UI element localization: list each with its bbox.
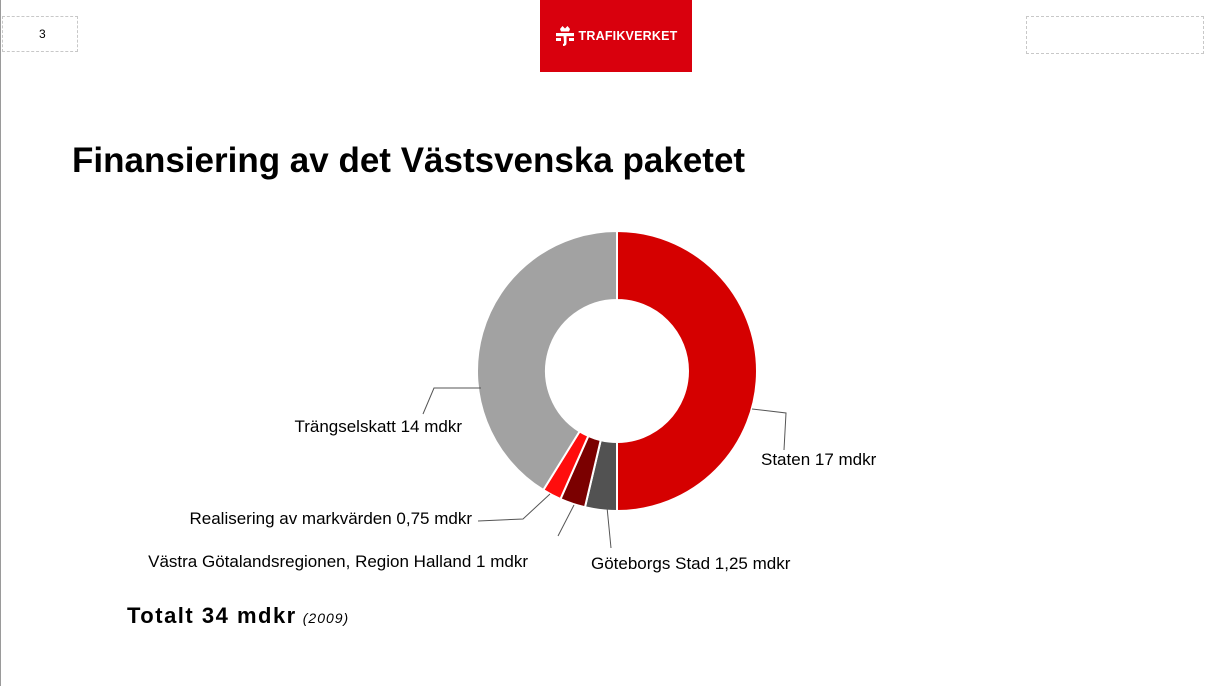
leader-line-1 [606, 506, 612, 549]
slice-label-0: Staten 17 mdkr [761, 450, 877, 469]
page-number: 3 [39, 27, 46, 41]
crown-icon [555, 26, 574, 46]
slice-label-4: Trängselskatt 14 mdkr [294, 417, 462, 436]
header-placeholder-box [1026, 16, 1204, 54]
leader-line-2 [557, 504, 575, 537]
logo-text: TRAFIKVERKET [578, 29, 678, 43]
leader-line-0 [751, 408, 787, 451]
slice-label-3: Realisering av markvärden 0,75 mdkr [189, 509, 472, 528]
trafikverket-logo: TRAFIKVERKET [540, 0, 692, 72]
slice-label-2: Västra Götalandsregionen, Region Halland… [148, 552, 528, 571]
leader-line-3 [477, 493, 551, 522]
slide-title: Finansiering av det Västsvenska paketet [72, 141, 746, 180]
page-number-box: 3 [2, 16, 78, 52]
leader-line-4 [422, 387, 481, 415]
slide-left-border [0, 0, 1, 686]
slice-label-1: Göteborgs Stad 1,25 mdkr [591, 554, 791, 573]
total-label: Totalt 34 mdkr [127, 603, 297, 628]
donut-slice-0 [616, 229, 758, 513]
donut-slice-4 [476, 229, 618, 492]
total-year: (2009) [302, 610, 350, 626]
total-summary: Totalt 34 mdkr (2009) [127, 603, 349, 629]
